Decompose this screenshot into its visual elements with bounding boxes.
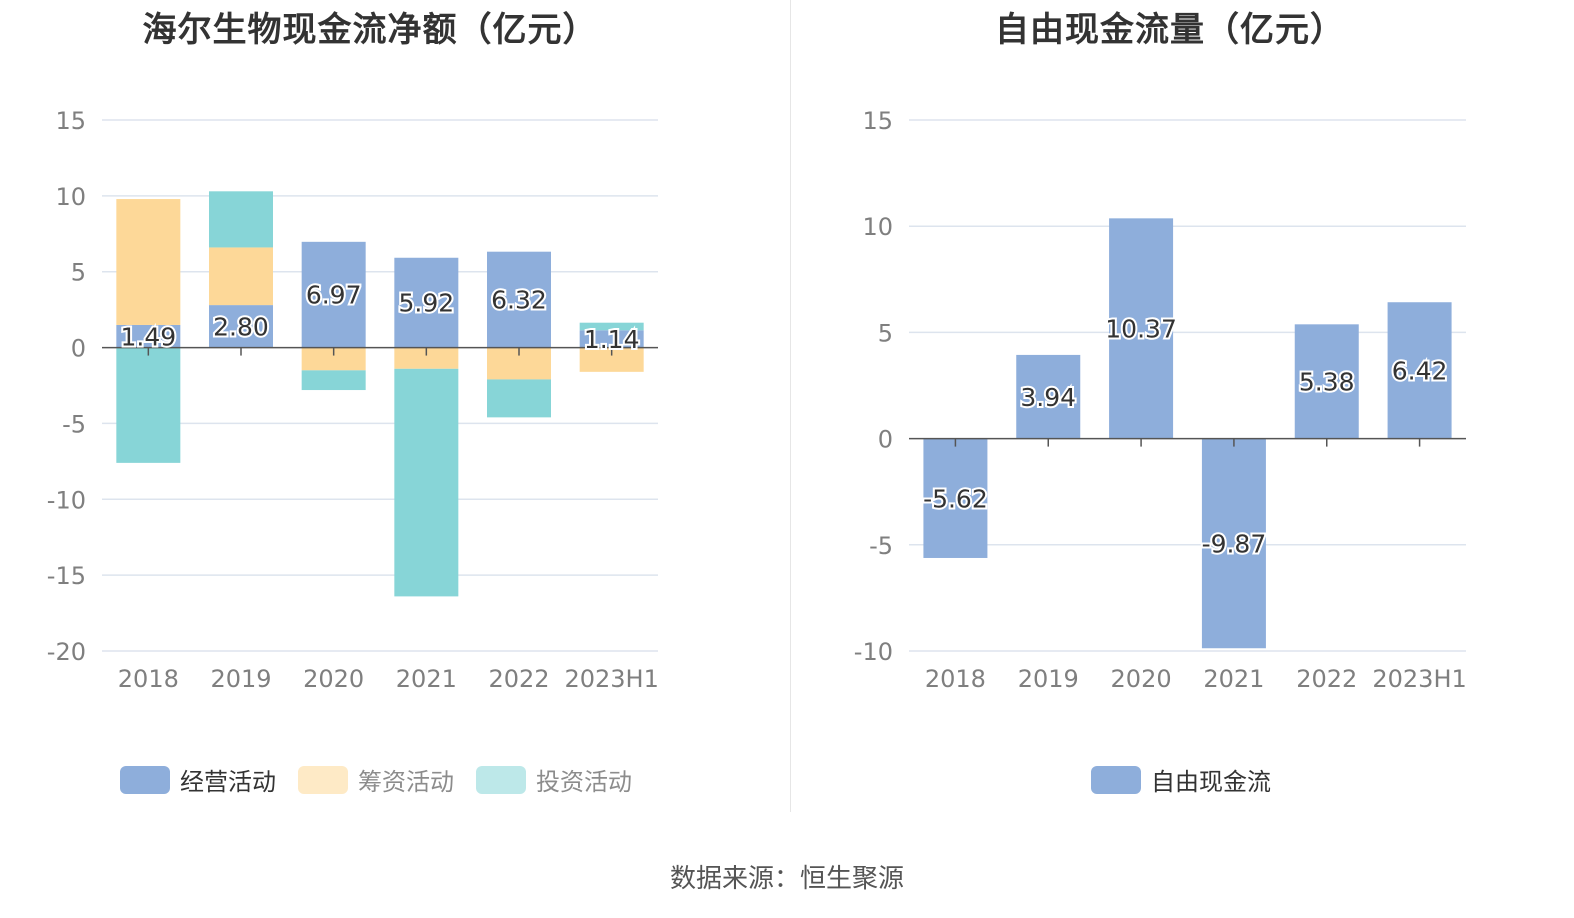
- right-y-tick-label: 15: [862, 107, 893, 135]
- legend-item-financing[interactable]: 筹资活动: [298, 762, 454, 797]
- left-bar-investing: [487, 379, 551, 418]
- left-bar-investing: [209, 191, 273, 248]
- right-legend: 自由现金流: [1091, 762, 1293, 797]
- left-x-tick-label: 2018: [118, 665, 179, 693]
- left-x-tick-label: 2021: [396, 665, 457, 693]
- left-x-tick-label: 2022: [488, 665, 549, 693]
- legend-item-operating[interactable]: 经营活动: [120, 762, 276, 797]
- left-bar-financing: [301, 347, 366, 371]
- left-bar-investing: [579, 322, 644, 331]
- left-data-label: 2.80: [213, 312, 269, 341]
- legend-swatch-free-cash-flow: [1091, 765, 1141, 794]
- right-x-tick-label: 2021: [1203, 665, 1264, 693]
- legend-item-investing[interactable]: 投资活动: [476, 762, 632, 797]
- left-bar-operating: [301, 241, 366, 348]
- legend-item-free-cash-flow[interactable]: 自由现金流: [1091, 762, 1271, 797]
- right-x-tick-label: 2020: [1111, 665, 1172, 693]
- legend-swatch-investing: [476, 765, 526, 794]
- right-data-label: 3.94: [1020, 383, 1076, 412]
- left-legend: 经营活动 筹资活动 投资活动: [120, 762, 654, 797]
- left-y-tick-label: -20: [47, 638, 86, 666]
- right-chart-title: 自由现金流量（亿元）: [995, 10, 1345, 50]
- right-bar-free_cash_flow: [1387, 302, 1452, 439]
- legend-swatch-operating: [120, 765, 170, 794]
- right-bar-free_cash_flow: [1201, 438, 1266, 649]
- left-data-label: 1.14: [584, 325, 640, 354]
- legend-label-investing: 投资活动: [536, 768, 632, 796]
- left-cash-flow-chart: 15 10 5 0 -5 -10 -15 -20 2018 2019 2020 2021 2022 202…: [47, 107, 659, 693]
- right-bar-free_cash_flow: [1016, 354, 1081, 439]
- left-data-label: 6.32: [491, 286, 547, 315]
- right-x-tick-label: 2019: [1018, 665, 1079, 693]
- left-y-tick-label: -10: [47, 486, 86, 514]
- left-bar-operating: [209, 305, 273, 348]
- legend-label-financing: 筹资活动: [358, 768, 454, 796]
- legend-label-free-cash-flow: 自由现金流: [1151, 768, 1271, 796]
- right-y-tick-label: -5: [869, 532, 893, 560]
- left-x-tick-label: 2023H1: [564, 665, 658, 693]
- left-bar-investing: [394, 368, 459, 597]
- right-y-tick-label: 10: [862, 213, 893, 241]
- right-data-label: 10.37: [1105, 314, 1177, 343]
- left-data-label: 6.97: [306, 281, 362, 310]
- right-x-tick-label: 2018: [925, 665, 986, 693]
- chart-divider: [790, 0, 791, 812]
- left-y-tick-label: -15: [47, 562, 86, 590]
- right-x-tick-label: 2023H1: [1372, 665, 1466, 693]
- right-y-tick-label: 0: [878, 426, 893, 454]
- left-y-tick-label: 10: [55, 183, 86, 211]
- right-bar-free_cash_flow: [1294, 324, 1359, 439]
- left-x-tick-label: 2019: [210, 665, 271, 693]
- left-bar-financing: [116, 199, 181, 325]
- left-bar-financing: [209, 247, 273, 306]
- left-bar-operating: [116, 324, 181, 348]
- legend-label-operating: 经营活动: [180, 768, 276, 796]
- left-bar-operating: [394, 257, 459, 348]
- left-y-tick-label: -5: [62, 410, 86, 438]
- left-data-label: 1.49: [120, 322, 176, 351]
- data-source-note: 数据来源：恒生聚源: [669, 864, 904, 894]
- right-x-tick-label: 2022: [1296, 665, 1357, 693]
- right-data-label: 6.42: [1392, 356, 1448, 385]
- left-bar-investing: [116, 347, 181, 463]
- right-data-label: -5.62: [923, 484, 988, 513]
- left-bar-operating: [487, 251, 551, 348]
- right-data-label: -9.87: [1202, 529, 1267, 558]
- left-x-tick-label: 2020: [303, 665, 364, 693]
- left-chart-title: 海尔生物现金流净额（亿元）: [142, 10, 598, 50]
- left-y-tick-label: 5: [71, 259, 86, 287]
- left-bar-financing: [394, 347, 459, 369]
- left-bar-operating: [579, 330, 644, 348]
- left-bar-investing: [301, 370, 366, 391]
- left-y-tick-label: 0: [71, 335, 86, 363]
- left-y-tick-label: 15: [55, 107, 86, 135]
- right-data-label: 5.38: [1299, 367, 1355, 396]
- legend-swatch-financing: [298, 765, 348, 794]
- right-bar-free_cash_flow: [1109, 218, 1174, 439]
- right-y-tick-label: 5: [878, 319, 893, 347]
- right-bar-free_cash_flow: [923, 438, 988, 558]
- right-y-tick-label: -10: [854, 638, 893, 666]
- left-data-label: 5.92: [398, 289, 454, 318]
